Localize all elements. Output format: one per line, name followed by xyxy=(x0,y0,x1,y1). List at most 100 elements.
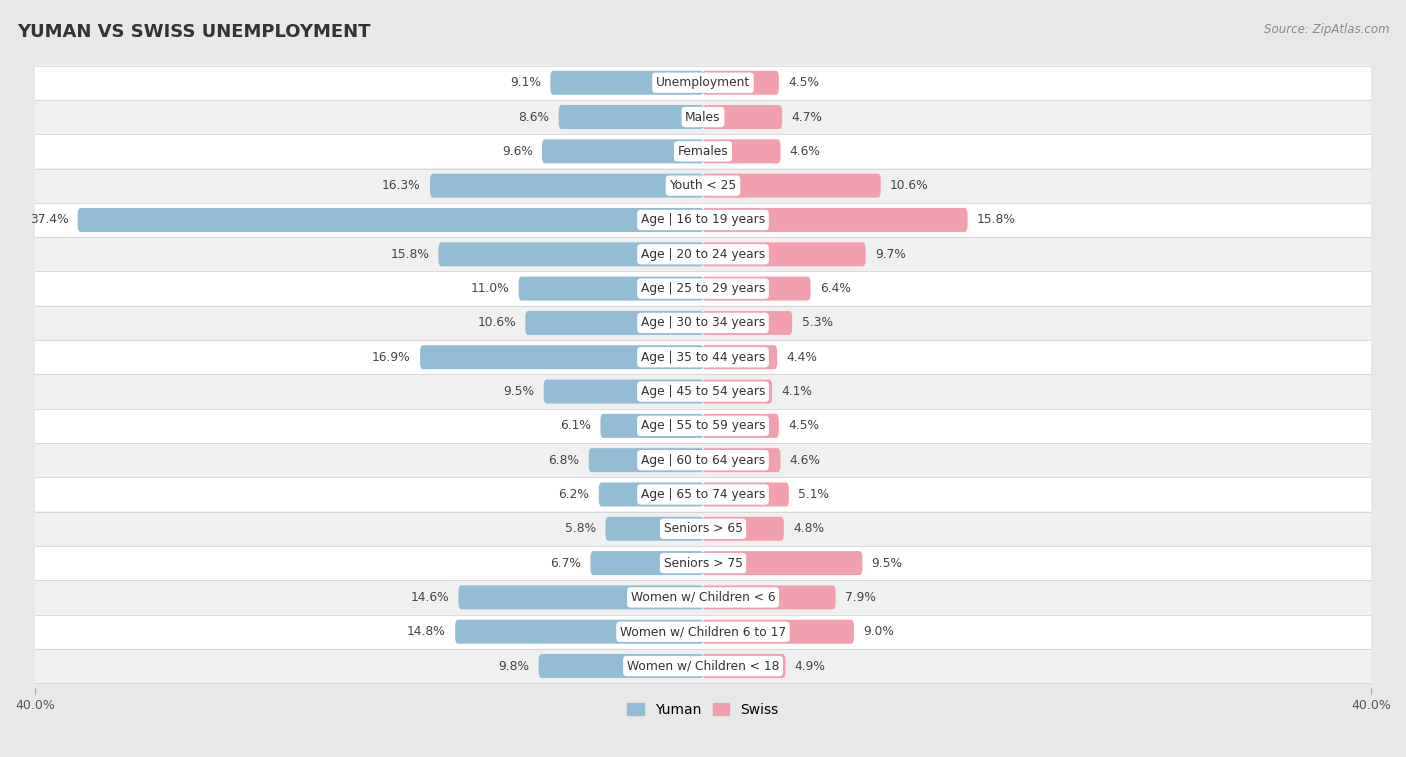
Text: 9.7%: 9.7% xyxy=(875,248,905,261)
Text: 10.6%: 10.6% xyxy=(890,179,929,192)
FancyBboxPatch shape xyxy=(703,242,866,266)
FancyBboxPatch shape xyxy=(35,306,1371,340)
FancyBboxPatch shape xyxy=(703,105,782,129)
FancyBboxPatch shape xyxy=(703,379,772,403)
FancyBboxPatch shape xyxy=(703,139,780,164)
FancyBboxPatch shape xyxy=(703,551,862,575)
Text: 10.6%: 10.6% xyxy=(477,316,516,329)
Text: 9.0%: 9.0% xyxy=(863,625,894,638)
Text: 11.0%: 11.0% xyxy=(471,282,509,295)
Text: Females: Females xyxy=(678,145,728,158)
Text: Source: ZipAtlas.com: Source: ZipAtlas.com xyxy=(1264,23,1389,36)
Text: Unemployment: Unemployment xyxy=(655,76,751,89)
FancyBboxPatch shape xyxy=(519,276,703,301)
FancyBboxPatch shape xyxy=(544,379,703,403)
FancyBboxPatch shape xyxy=(35,169,1371,203)
FancyBboxPatch shape xyxy=(35,581,1371,615)
FancyBboxPatch shape xyxy=(703,311,792,335)
Text: Age | 65 to 74 years: Age | 65 to 74 years xyxy=(641,488,765,501)
FancyBboxPatch shape xyxy=(703,345,778,369)
FancyBboxPatch shape xyxy=(35,478,1371,512)
FancyBboxPatch shape xyxy=(703,654,786,678)
Text: 4.5%: 4.5% xyxy=(789,76,820,89)
Text: Women w/ Children 6 to 17: Women w/ Children 6 to 17 xyxy=(620,625,786,638)
Text: 14.6%: 14.6% xyxy=(411,591,449,604)
FancyBboxPatch shape xyxy=(35,134,1371,169)
FancyBboxPatch shape xyxy=(606,517,703,540)
Text: 6.8%: 6.8% xyxy=(548,453,579,466)
Text: 14.8%: 14.8% xyxy=(408,625,446,638)
Text: Age | 55 to 59 years: Age | 55 to 59 years xyxy=(641,419,765,432)
FancyBboxPatch shape xyxy=(599,482,703,506)
Text: 9.1%: 9.1% xyxy=(510,76,541,89)
Text: Seniors > 75: Seniors > 75 xyxy=(664,556,742,569)
FancyBboxPatch shape xyxy=(458,585,703,609)
Text: 9.6%: 9.6% xyxy=(502,145,533,158)
Text: 16.9%: 16.9% xyxy=(373,350,411,363)
FancyBboxPatch shape xyxy=(35,100,1371,134)
FancyBboxPatch shape xyxy=(703,620,853,643)
FancyBboxPatch shape xyxy=(35,649,1371,684)
FancyBboxPatch shape xyxy=(35,615,1371,649)
FancyBboxPatch shape xyxy=(558,105,703,129)
Text: Age | 35 to 44 years: Age | 35 to 44 years xyxy=(641,350,765,363)
FancyBboxPatch shape xyxy=(35,409,1371,443)
Text: 8.6%: 8.6% xyxy=(519,111,550,123)
FancyBboxPatch shape xyxy=(420,345,703,369)
FancyBboxPatch shape xyxy=(35,546,1371,581)
FancyBboxPatch shape xyxy=(703,585,835,609)
Text: 6.7%: 6.7% xyxy=(550,556,581,569)
Text: Youth < 25: Youth < 25 xyxy=(669,179,737,192)
FancyBboxPatch shape xyxy=(550,70,703,95)
Text: YUMAN VS SWISS UNEMPLOYMENT: YUMAN VS SWISS UNEMPLOYMENT xyxy=(17,23,370,41)
Text: Age | 20 to 24 years: Age | 20 to 24 years xyxy=(641,248,765,261)
Text: 15.8%: 15.8% xyxy=(977,213,1015,226)
FancyBboxPatch shape xyxy=(439,242,703,266)
Text: Women w/ Children < 18: Women w/ Children < 18 xyxy=(627,659,779,672)
Text: Age | 45 to 54 years: Age | 45 to 54 years xyxy=(641,385,765,398)
Text: 6.1%: 6.1% xyxy=(560,419,591,432)
FancyBboxPatch shape xyxy=(35,340,1371,375)
FancyBboxPatch shape xyxy=(703,482,789,506)
FancyBboxPatch shape xyxy=(703,173,880,198)
Text: 7.9%: 7.9% xyxy=(845,591,876,604)
FancyBboxPatch shape xyxy=(35,375,1371,409)
Text: 9.5%: 9.5% xyxy=(872,556,903,569)
Text: Seniors > 65: Seniors > 65 xyxy=(664,522,742,535)
FancyBboxPatch shape xyxy=(703,414,779,438)
Text: 6.4%: 6.4% xyxy=(820,282,851,295)
FancyBboxPatch shape xyxy=(35,512,1371,546)
FancyBboxPatch shape xyxy=(35,237,1371,272)
Text: Age | 30 to 34 years: Age | 30 to 34 years xyxy=(641,316,765,329)
FancyBboxPatch shape xyxy=(541,139,703,164)
FancyBboxPatch shape xyxy=(703,448,780,472)
Text: 5.8%: 5.8% xyxy=(565,522,596,535)
Legend: Yuman, Swiss: Yuman, Swiss xyxy=(621,697,785,722)
FancyBboxPatch shape xyxy=(591,551,703,575)
FancyBboxPatch shape xyxy=(430,173,703,198)
Text: Males: Males xyxy=(685,111,721,123)
FancyBboxPatch shape xyxy=(589,448,703,472)
Text: 4.7%: 4.7% xyxy=(792,111,823,123)
Text: 9.8%: 9.8% xyxy=(498,659,529,672)
FancyBboxPatch shape xyxy=(703,517,783,540)
Text: 37.4%: 37.4% xyxy=(30,213,69,226)
Text: 16.3%: 16.3% xyxy=(382,179,420,192)
FancyBboxPatch shape xyxy=(703,70,779,95)
FancyBboxPatch shape xyxy=(703,276,810,301)
Text: 4.1%: 4.1% xyxy=(782,385,813,398)
Text: 4.5%: 4.5% xyxy=(789,419,820,432)
Text: 4.6%: 4.6% xyxy=(790,453,821,466)
FancyBboxPatch shape xyxy=(703,208,967,232)
Text: 5.1%: 5.1% xyxy=(799,488,830,501)
Text: 15.8%: 15.8% xyxy=(391,248,429,261)
FancyBboxPatch shape xyxy=(77,208,703,232)
Text: 4.4%: 4.4% xyxy=(786,350,817,363)
FancyBboxPatch shape xyxy=(35,272,1371,306)
Text: Age | 60 to 64 years: Age | 60 to 64 years xyxy=(641,453,765,466)
Text: 9.5%: 9.5% xyxy=(503,385,534,398)
FancyBboxPatch shape xyxy=(35,443,1371,478)
Text: Age | 16 to 19 years: Age | 16 to 19 years xyxy=(641,213,765,226)
FancyBboxPatch shape xyxy=(35,203,1371,237)
FancyBboxPatch shape xyxy=(456,620,703,643)
